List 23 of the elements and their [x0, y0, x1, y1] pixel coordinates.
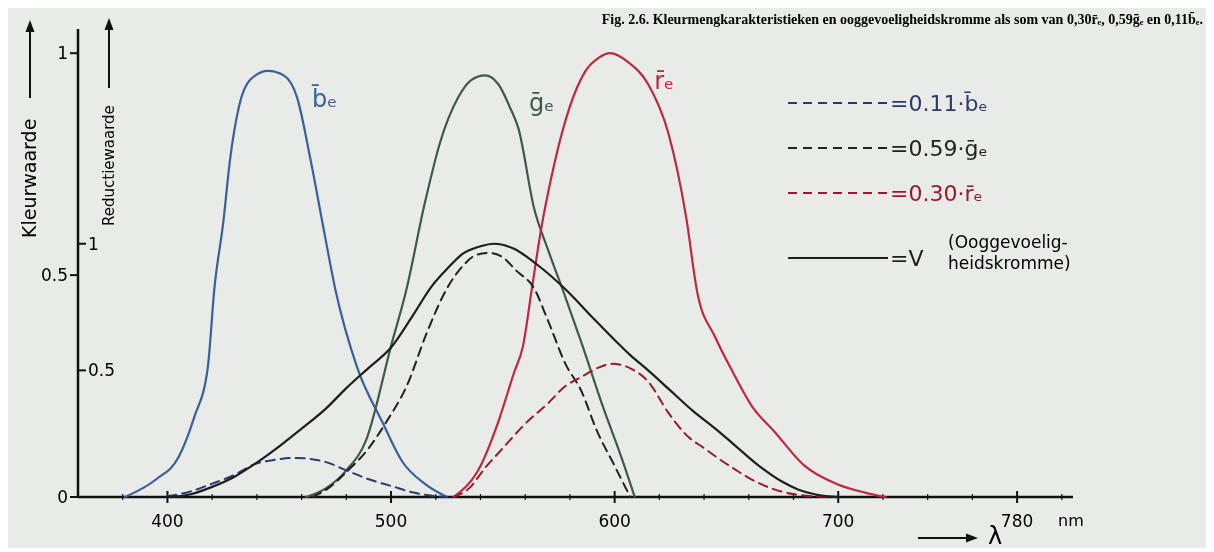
x-tick-label: 780	[1000, 511, 1034, 531]
y-tick-label: 0.5	[40, 265, 68, 286]
y2-tick-label: 0.5	[88, 360, 116, 381]
x-axis-title: λ	[988, 522, 1003, 550]
x-tick-label: 600	[598, 511, 631, 531]
legend-label: =V	[890, 246, 924, 271]
annotation: (Ooggevoelig-heidskromme)	[948, 232, 1071, 273]
x-tick-label: 500	[374, 511, 408, 531]
text: nm	[1058, 511, 1084, 530]
series-label: r̄ₑ	[654, 67, 675, 96]
x-tick-label: 400	[151, 511, 184, 531]
x-tick-label: 700	[822, 511, 855, 531]
chart-title: Fig. 2.6. Kleurmengkarakteristieken en ooggevoeligheidskromme als som van 0,30r̄ₑ, 0,59ḡₑ en 0,11b̄ₑ.	[601, 12, 1203, 27]
y2-axis-title: Reductiewaarde	[100, 105, 118, 226]
series-label: ḡₑ	[528, 89, 555, 118]
legend-label: =0.11·b̄ₑ	[890, 90, 988, 116]
y2-tick-label: 1	[88, 233, 99, 254]
y-tick-label: 0	[57, 487, 68, 507]
y-tick-label: 1	[57, 43, 68, 64]
legend-label: =0.59·ḡₑ	[890, 136, 988, 161]
y-axis-title: Kleurwaarde	[18, 118, 40, 238]
series-label: b̄ₑ	[311, 83, 338, 113]
legend-label: =0.30·r̄ₑ	[890, 181, 983, 206]
